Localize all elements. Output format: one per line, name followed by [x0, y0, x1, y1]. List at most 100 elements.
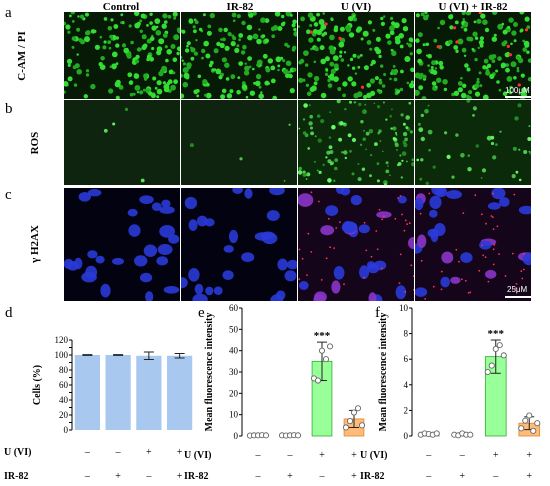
- treatment-label-ir82: IR-82: [4, 471, 28, 482]
- y-tick-label: 40: [59, 395, 69, 405]
- treatment-sign-ir82: –: [319, 471, 326, 482]
- data-point: [326, 343, 334, 350]
- bar: [136, 355, 162, 430]
- y-tick-label: 40: [229, 346, 239, 356]
- treatment-sign-ir82: –: [425, 471, 432, 482]
- panel-letter-c: c: [5, 187, 12, 203]
- data-point: [492, 345, 499, 353]
- micrograph-ros-uvi: [298, 100, 414, 185]
- y-axis-label: Cells (%): [32, 365, 43, 405]
- y-tick-label: 0: [234, 431, 239, 441]
- treatment-sign-uvi: +: [146, 447, 152, 458]
- micrograph-gamma-h2ax-ir82: [181, 188, 297, 301]
- treatment-sign-ir82: –: [145, 471, 152, 482]
- treatment-sign-ir82: +: [459, 471, 465, 482]
- y-tick-label: 0: [64, 425, 69, 435]
- y-tick-label: 10: [399, 303, 409, 313]
- treatment-sign-ir82: +: [526, 471, 532, 482]
- treatment-sign-uvi: –: [255, 450, 262, 461]
- y-tick-label: 30: [229, 367, 239, 377]
- data-point: [534, 420, 541, 427]
- micrograph-gamma-h2ax-control: [64, 188, 180, 301]
- treatment-sign-uvi: +: [177, 447, 183, 458]
- treatment-sign-ir82: +: [287, 471, 293, 482]
- micrograph-cam-pi-control: [64, 12, 180, 99]
- data-point: [433, 430, 440, 437]
- micrograph-cam-pi-ir82: [181, 12, 297, 99]
- treatment-sign-ir82: +: [351, 471, 357, 482]
- column-heading-ir82: IR-82: [226, 1, 254, 13]
- micrograph-gamma-h2ax-uvi: [298, 188, 414, 301]
- panel-letter-f: f: [375, 305, 380, 321]
- data-point: [346, 418, 354, 425]
- data-point: [354, 405, 362, 412]
- treatment-label-uvi: U (VI): [184, 450, 212, 461]
- micrograph-cam-pi-uvi-ir82: [415, 12, 531, 99]
- data-point: [467, 431, 474, 438]
- data-point: [314, 377, 322, 384]
- micrograph-gamma-h2ax-uvi-ir82: [415, 188, 531, 301]
- y-tick-label: 120: [55, 335, 69, 345]
- data-point: [522, 417, 529, 424]
- data-point: [530, 427, 537, 434]
- data-point: [526, 412, 533, 419]
- data-point: [318, 347, 326, 354]
- treatment-sign-ir82: –: [492, 471, 499, 482]
- scale-bar-label-c: 25μM: [507, 285, 528, 294]
- scale-bar-line-c: [505, 296, 541, 298]
- chart-gamma-h2ax-intensity: 0 2 4 6 8 10 Mean fluorescence intensity – – – + **…: [360, 303, 541, 482]
- scale-bar-label-a: 100μM: [505, 86, 530, 95]
- panel-letter-b: b: [5, 101, 13, 117]
- treatment-sign-uvi: –: [84, 447, 91, 458]
- y-tick-label: 8: [404, 329, 409, 339]
- chart-ros-intensity: 0 10 20 30 40 50 60 Mean fluorescence intensity…: [184, 303, 366, 482]
- micrograph-ros-uvi-ir82: [415, 100, 531, 185]
- bar: [74, 355, 100, 430]
- y-tick-label: 60: [229, 303, 239, 313]
- y-tick-label: 4: [404, 380, 409, 390]
- data-point: [496, 342, 503, 349]
- data-point: [342, 424, 350, 431]
- data-point: [294, 432, 302, 439]
- y-tick-label: 80: [59, 365, 69, 375]
- treatment-sign-uvi: +: [319, 450, 325, 461]
- data-point: [500, 352, 507, 359]
- significance-label: ***: [314, 330, 331, 342]
- y-tick-label: 6: [404, 354, 409, 364]
- chart-cells-percent: 0 20 40 60 80 100 120 Cells (%) – – – + + – + + U (VI) IR…: [4, 335, 193, 482]
- data-point: [484, 368, 491, 376]
- micrograph-ros-control: [64, 100, 180, 185]
- y-axis-label: Mean fluorescence intensity: [378, 313, 389, 432]
- treatment-sign-uvi: –: [115, 447, 122, 458]
- treatment-sign-ir82: +: [115, 471, 121, 482]
- y-tick-label: 50: [229, 324, 239, 334]
- data-point: [262, 432, 270, 439]
- treatment-sign-uvi: –: [459, 450, 466, 461]
- y-tick-label: 0: [404, 431, 409, 441]
- treatment-sign-uvi: +: [493, 450, 499, 461]
- micrograph-cam-pi-uvi: [298, 12, 414, 99]
- treatment-sign-uvi: +: [351, 450, 357, 461]
- treatment-sign-uvi: –: [425, 450, 432, 461]
- y-axis-label: Mean fluorescence intensity: [204, 313, 215, 432]
- treatment-sign-uvi: +: [526, 450, 532, 461]
- y-tick-label: 100: [55, 350, 69, 360]
- y-tick-label: 20: [59, 410, 69, 420]
- row-label-cam-pi: C-AM / PI: [16, 31, 28, 81]
- treatment-sign-ir82: –: [84, 471, 91, 482]
- bar: [105, 355, 131, 430]
- treatment-sign-ir82: +: [177, 471, 183, 482]
- significance-label: ***: [488, 328, 505, 340]
- column-heading-uvi-ir82: U (VI) + IR-82: [438, 1, 508, 13]
- treatment-sign-uvi: –: [287, 450, 294, 461]
- data-point: [322, 356, 330, 363]
- treatment-sign-ir82: –: [255, 471, 262, 482]
- row-label-gamma-h2ax: γ H2AX: [29, 225, 41, 263]
- scale-bar-line-a: [505, 96, 541, 98]
- panel-letter-e: e: [198, 305, 205, 321]
- panel-letter-d: d: [5, 305, 13, 321]
- data-point: [488, 362, 495, 369]
- micrograph-ros-ir82: [181, 100, 297, 185]
- row-label-ros: ROS: [29, 131, 41, 155]
- column-heading-uvi: U (VI): [340, 1, 372, 13]
